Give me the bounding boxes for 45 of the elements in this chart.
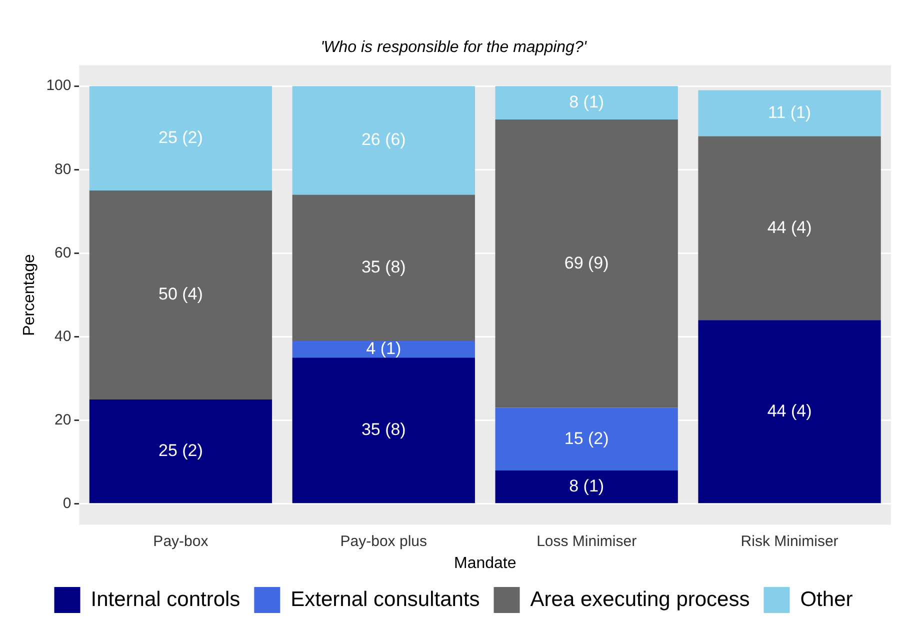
bar xyxy=(698,90,881,136)
data-label: 15 (2) xyxy=(564,428,609,448)
bar xyxy=(292,194,475,341)
bar xyxy=(495,86,678,120)
data-label: 4 (1) xyxy=(366,339,402,358)
x-axis-title: Mandate xyxy=(454,554,516,572)
data-label: 50 (4) xyxy=(158,284,203,304)
data-label: 25 (2) xyxy=(158,128,203,148)
data-label: 44 (4) xyxy=(767,218,812,237)
chart-title: 'Who is responsible for the mapping?' xyxy=(320,39,588,56)
y-tick-label: 0 xyxy=(62,495,72,512)
y-tick-label: 40 xyxy=(54,328,72,345)
data-label: 8 (1) xyxy=(569,92,604,112)
bar xyxy=(495,408,678,470)
data-label: 25 (2) xyxy=(158,440,203,460)
data-label: 11 (1) xyxy=(768,102,812,122)
bar xyxy=(698,320,881,504)
y-tick-label: 20 xyxy=(54,411,72,428)
data-label: 26 (6) xyxy=(361,130,406,150)
bar xyxy=(89,86,272,191)
legend-label: Other xyxy=(800,588,853,611)
x-tick-label: Pay-box xyxy=(153,532,209,550)
y-tick-label: 100 xyxy=(46,77,72,94)
bar xyxy=(89,190,272,400)
y-axis-title: Percentage xyxy=(21,254,38,336)
bar xyxy=(292,358,475,504)
bar xyxy=(292,340,475,358)
y-tick-label: 60 xyxy=(54,244,72,262)
data-label: 8 (1) xyxy=(569,476,604,496)
data-label: 69 (9) xyxy=(564,253,609,272)
bar xyxy=(89,399,272,504)
legend-label: External consultants xyxy=(290,588,480,611)
bar xyxy=(292,86,475,195)
x-tick-label: Pay-box plus xyxy=(340,532,427,550)
x-tick-label: Risk Minimiser xyxy=(740,532,838,550)
legend-label: Internal controls xyxy=(90,588,240,611)
x-tick-label: Loss Minimiser xyxy=(536,532,637,550)
data-label: 44 (4) xyxy=(767,401,812,420)
bar xyxy=(698,136,881,320)
bar xyxy=(495,120,678,408)
y-tick-label: 80 xyxy=(54,160,72,178)
legend-label: Area executing process xyxy=(530,588,750,611)
bar xyxy=(495,470,678,504)
data-label: 35 (8) xyxy=(361,258,406,277)
data-label: 35 (8) xyxy=(361,420,406,440)
